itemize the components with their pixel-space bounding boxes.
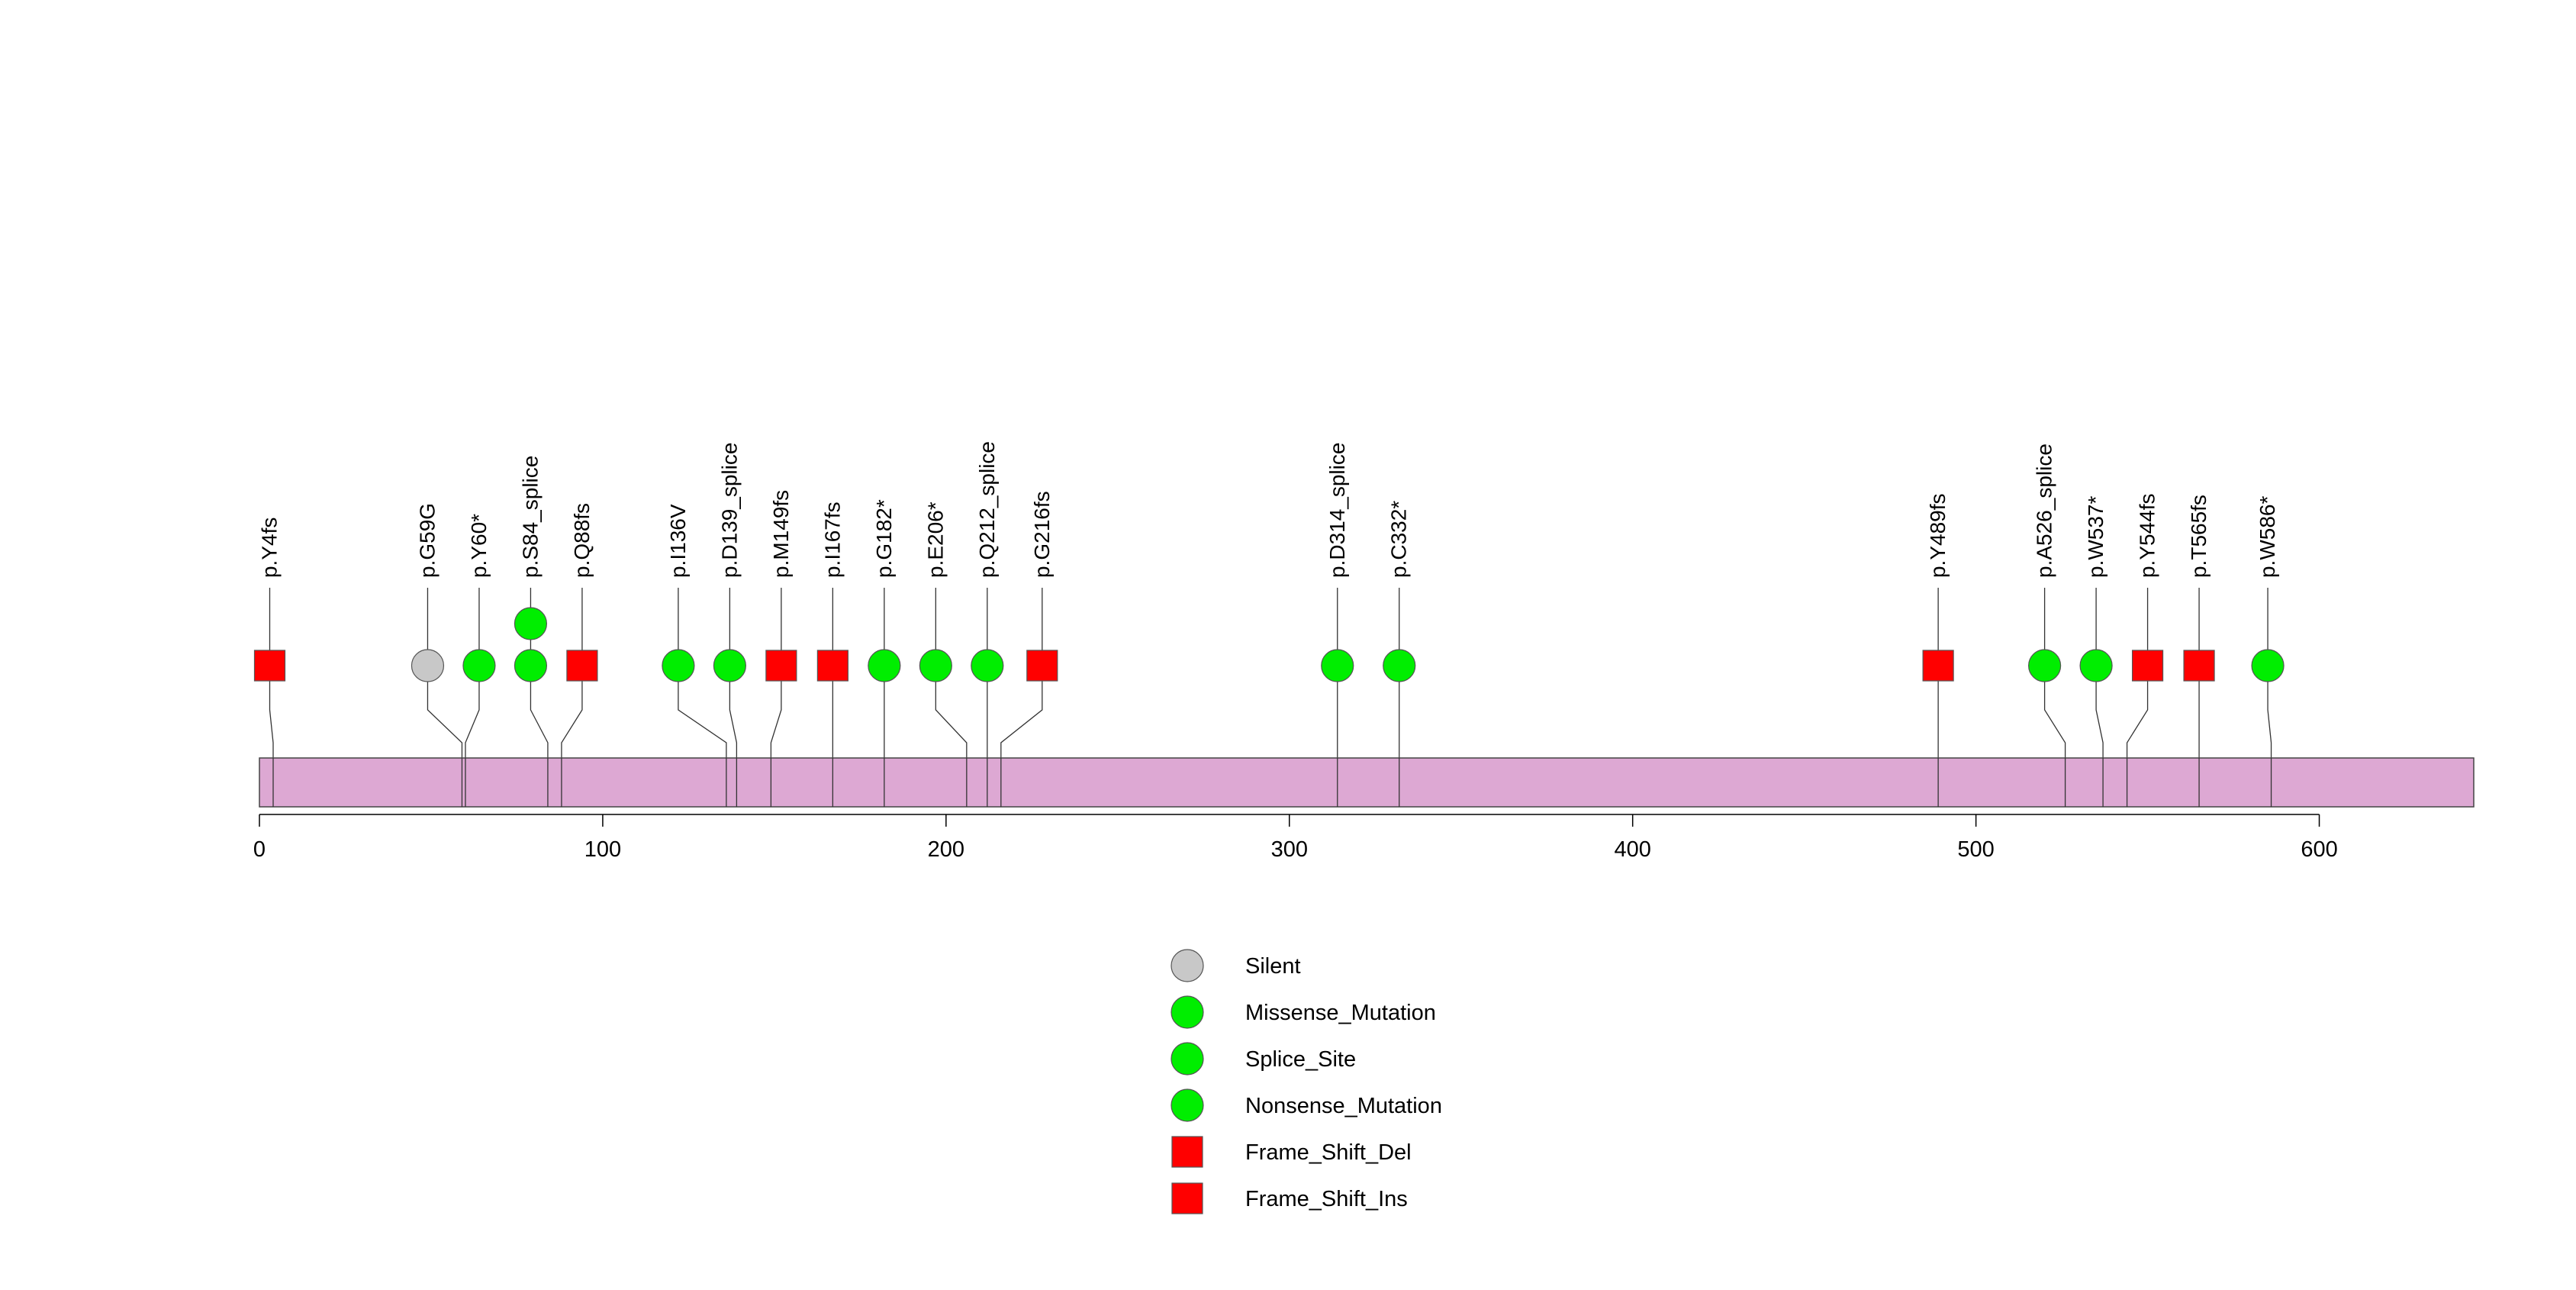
mutation-marker [253,650,286,682]
x-tick-label: 300 [1271,837,1308,862]
x-tick-label: 400 [1614,837,1650,862]
mutation-label: p.D139_splice [717,443,741,578]
mutation-marker [2079,649,2113,682]
mutation-label: p.M149fs [769,490,793,578]
mutation-stem [465,588,480,758]
mutation-marker [713,649,746,682]
legend-marker [1171,1136,1203,1168]
mutation-label: p.G59G [415,503,439,578]
mutation-marker [1026,650,1058,682]
mutation-marker [2131,650,2164,682]
mutation-label: p.W537* [2084,496,2107,578]
mutation-labels: p.Y4fs p.G59G p.Y60* p.S84_splice p.Q88fs p.I… [257,441,2279,578]
mutation-marker [1383,649,1416,682]
legend-label: Frame_Shift_Del [1245,1140,1412,1165]
mutation-marker [919,649,952,682]
legend-marker [1170,949,1204,982]
mutation-label: p.Y4fs [257,518,281,578]
mutation-marker [662,649,695,682]
mutation-marker [462,649,496,682]
mutation-marker [2027,649,2062,682]
mutation-stem [935,588,968,758]
mutation-label: p.I136V [666,504,690,578]
mutation-stem [269,588,274,758]
mutation-stems [269,588,2272,758]
mutation-stem [2043,588,2066,758]
mutation-stem [1000,588,1043,758]
legend-label: Silent [1245,954,1301,979]
legend-label: Frame_Shift_Ins [1245,1187,1408,1211]
protein-domain-bar [259,757,2475,808]
mutation-stem [2267,588,2272,758]
mutation-label: p.S84_splice [518,456,542,578]
mutation-label: p.G216fs [1030,491,1054,578]
x-tick-label: 600 [2301,837,2337,862]
legend-marker [1170,1042,1204,1076]
x-tick-label: 0 [253,837,266,862]
legend-label: Splice_Site [1245,1047,1356,1072]
mutation-marker [566,650,598,682]
mutation-label: p.C332* [1387,501,1411,578]
mutation-stem [561,588,583,758]
mutation-label: p.G182* [872,499,896,578]
mutation-stem [2126,588,2149,758]
mutation-label: p.I167fs [820,501,844,578]
legend: Silent Missense_Mutation Splice_Site Nonsen… [1170,949,1442,1214]
mutation-stem [530,588,549,758]
mutation-marker [514,649,548,682]
legend-marker [1171,1182,1203,1214]
mutation-label: p.W586* [2256,496,2279,578]
mutation-label: p.D314_splice [1325,443,1349,578]
mutation-marker [971,649,1004,682]
mutation-markers [253,607,2285,682]
mutation-label: p.T565fs [2187,495,2211,578]
mutation-label: p.Q88fs [570,503,594,578]
mutation-marker [2251,649,2285,682]
mutation-label: p.Y60* [467,514,491,578]
legend-marker [1170,1088,1204,1122]
mutation-stem [2095,588,2104,758]
mutation-stem [427,588,463,758]
x-tick-label: 500 [1957,837,1994,862]
mutation-marker [411,649,445,682]
mutation-label: p.E206* [923,501,947,578]
mutation-marker [765,650,797,682]
mutation-label: p.A526_splice [2033,443,2056,578]
position-lines [272,758,2272,807]
mutation-stem [678,588,727,758]
mutation-marker [2183,650,2215,682]
mutation-marker [816,650,848,682]
mutation-label: p.Y489fs [1926,493,1950,578]
x-axis: 0 100 200 300 400 500 600 [253,814,2338,862]
mutation-stem [729,588,738,758]
legend-label: Missense_Mutation [1245,1001,1436,1025]
mutation-label: p.Y544fs [2136,493,2159,578]
x-tick-label: 100 [584,837,621,862]
mutation-label: p.Q212_splice [975,441,999,578]
legend-marker [1170,995,1204,1029]
mutation-stem [770,588,782,758]
legend-label: Nonsense_Mutation [1245,1094,1442,1118]
mutation-marker [868,649,901,682]
mutation-marker [1321,649,1354,682]
x-tick-label: 200 [928,837,964,862]
mutation-marker [514,607,548,640]
mutation-marker [1922,650,1954,682]
